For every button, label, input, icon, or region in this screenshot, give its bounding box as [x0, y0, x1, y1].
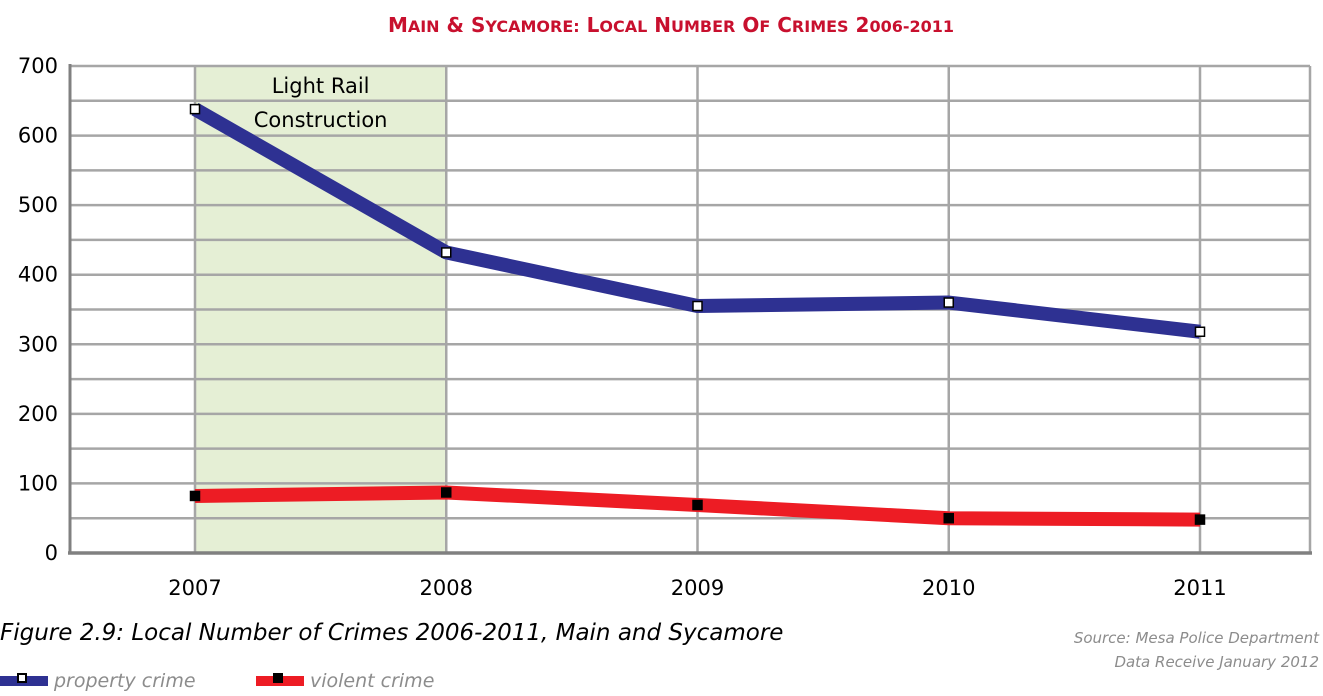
data-point — [692, 499, 703, 511]
title-word-rest: 006-2011 — [869, 17, 954, 36]
data-point — [1194, 326, 1206, 338]
x-tick-label: 2008 — [420, 576, 473, 600]
title-word-initial: O — [735, 13, 759, 37]
y-tick-label: 700 — [18, 54, 58, 78]
x-tick-label: 2010 — [922, 576, 975, 600]
x-tick-label: 2007 — [168, 576, 221, 600]
legend-swatch-violent — [256, 673, 304, 686]
data-point — [441, 247, 452, 258]
title-word-rest: YCAMORE: — [484, 17, 579, 36]
legend-item-violent: violent crime — [256, 670, 434, 692]
y-tick-label: 200 — [18, 402, 58, 426]
source-line-1: Source: Mesa Police Department — [1073, 629, 1319, 647]
title-word-rest: RIMES — [792, 17, 849, 36]
data-point — [189, 103, 201, 115]
x-tick-label: 2011 — [1173, 576, 1226, 600]
title-word-initial: S — [464, 13, 485, 37]
title-word-initial: M — [388, 13, 408, 37]
title-word-rest: UMBER — [671, 17, 735, 36]
annotation-line-1: Light Rail — [272, 74, 370, 98]
data-point — [441, 487, 452, 498]
plot-area: Light Rail Construction 0 100 200 300 400 500 60… — [18, 54, 1312, 600]
figure-caption: Figure 2.9: Local Number of Crimes 2006-… — [0, 620, 784, 646]
legend: property crime violent crime — [0, 670, 520, 696]
y-tick-label: 0 — [45, 541, 58, 565]
y-tick-label: 500 — [18, 193, 58, 217]
title-word-rest: AIN — [408, 17, 440, 36]
chart: MAIN & SYCAMORE: LOCAL NUMBER OF CRIMES … — [18, 13, 1312, 600]
legend-item-property: property crime — [0, 670, 196, 692]
data-point — [943, 512, 954, 524]
title-word-initial: L — [580, 13, 600, 37]
title-word-rest: OCAL — [599, 17, 647, 36]
title-word-initial: C — [770, 13, 792, 37]
y-tick-label: 300 — [18, 332, 58, 356]
data-point — [1194, 514, 1206, 525]
data-point — [692, 300, 703, 312]
y-tick-label: 100 — [18, 471, 58, 495]
title-word-rest: F — [759, 17, 770, 36]
legend-marker-violent — [273, 673, 283, 683]
annotation-line-2: Construction — [254, 108, 388, 132]
legend-marker-property — [17, 673, 27, 683]
source-note: Source: Mesa Police Department Data Rece… — [979, 626, 1319, 674]
chart-title: MAIN & SYCAMORE: LOCAL NUMBER OF CRIMES … — [388, 13, 954, 37]
legend-label-violent: violent crime — [310, 670, 435, 692]
title-word-initial: & — [440, 13, 464, 37]
title-word-initial: N — [647, 13, 671, 37]
legend-label-property: property crime — [54, 670, 196, 692]
data-point — [189, 490, 201, 502]
source-line-2: Data Receive January 2012 — [1114, 653, 1319, 671]
y-tick-label: 600 — [18, 124, 58, 148]
y-tick-label: 400 — [18, 263, 58, 287]
data-point — [943, 297, 954, 308]
title-word-initial: 2 — [849, 13, 870, 37]
x-tick-label: 2009 — [671, 576, 724, 600]
legend-swatch-property — [0, 673, 48, 686]
